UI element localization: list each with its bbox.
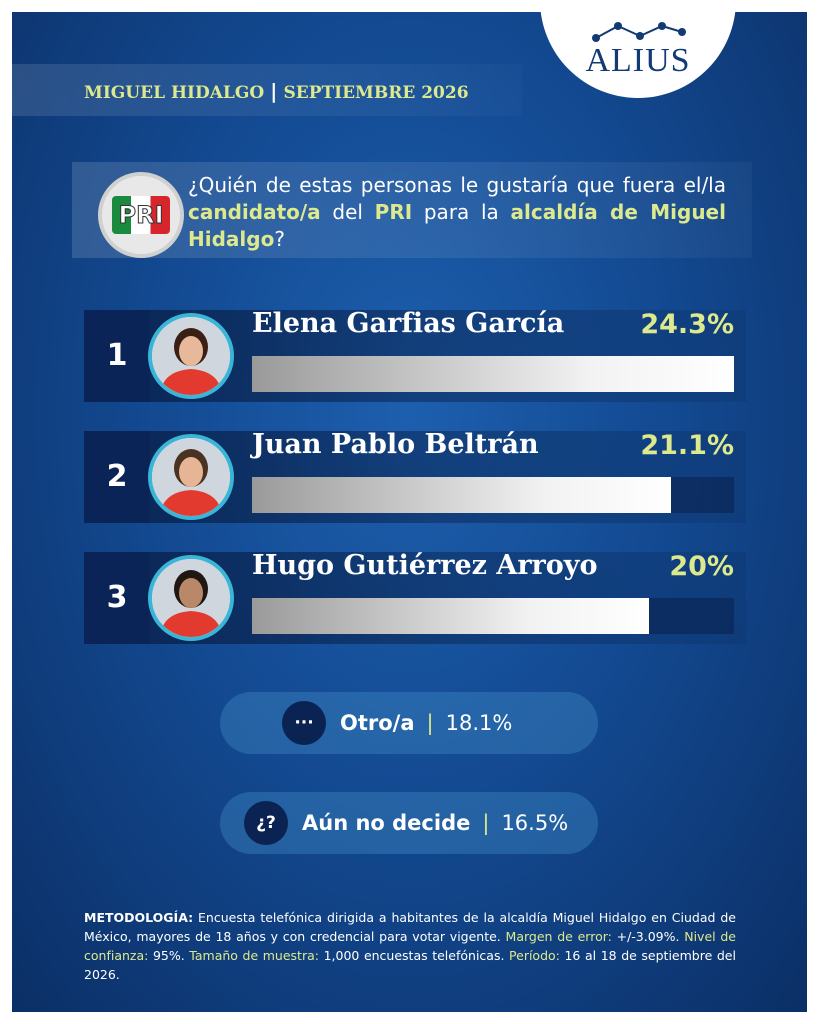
question-part: del: [320, 200, 375, 224]
rank: 1: [84, 310, 150, 402]
avatar: [148, 313, 234, 399]
candidate-name: Elena Garfias García: [252, 308, 565, 339]
option-percent: 16.5%: [501, 811, 569, 835]
avatar: [148, 434, 234, 520]
candidate-name: Juan Pablo Beltrán: [252, 429, 539, 460]
methodology-part: Margen de error:: [505, 929, 612, 944]
header-place: MIGUEL HIDALGO: [84, 83, 265, 103]
rank: 3: [84, 552, 150, 644]
avatar-figure: [152, 438, 230, 516]
option-percent: 18.1%: [445, 711, 513, 735]
rank: 2: [84, 431, 150, 523]
question-box: [72, 162, 752, 258]
party-logo-text: PRI: [112, 196, 170, 234]
question-part: candidato/a: [188, 200, 321, 224]
methodology: METODOLOGÍA: Encuesta telefónica dirigid…: [84, 908, 736, 984]
option-icon: ···: [282, 701, 326, 745]
methodology-part: 1,000 encuestas telefónicas.: [318, 948, 510, 963]
separator: |: [426, 711, 434, 735]
methodology-part: 16 al 18 de septiembre del 2026.: [84, 948, 736, 982]
question-part: PRI: [374, 200, 413, 224]
avatar-figure: [152, 317, 230, 395]
methodology-part: +/-3.09%.: [611, 929, 685, 944]
avatar-figure: [152, 559, 230, 637]
question: ¿Quién de estas personas le gustaría que…: [188, 172, 726, 253]
separator: |: [482, 811, 490, 835]
option-text: Otro/a | 18.1%: [340, 692, 512, 754]
bar: [252, 598, 649, 634]
candidate-percent: 24.3%: [640, 309, 734, 340]
question-part: alcaldía de Miguel Hidalgo: [188, 200, 726, 251]
option-text: Aún no decide | 16.5%: [302, 792, 568, 854]
methodology-part: 95%.: [148, 948, 190, 963]
candidate-percent: 20%: [669, 551, 734, 582]
option-label: Otro/a: [340, 711, 415, 735]
candidate-name: Hugo Gutiérrez Arroyo: [252, 550, 598, 581]
methodology-part: Encuesta telefónica dirigida a habitante…: [84, 910, 736, 944]
methodology-part: Nivel de confianza:: [84, 929, 736, 963]
card: ALIUS MIGUEL HIDALGO | SEPTIEMBRE 2026 PRI…: [12, 12, 807, 1012]
methodology-part: METODOLOGÍA:: [84, 910, 194, 925]
option-label: Aún no decide: [302, 811, 471, 835]
bar: [252, 477, 671, 513]
option-pill: ··· Otro/a | 18.1%: [220, 692, 598, 754]
party-logo: PRI: [98, 172, 184, 258]
candidate-percent: 21.1%: [640, 430, 734, 461]
logo-badge: ALIUS: [540, 12, 736, 98]
question-part: para la: [412, 200, 511, 224]
question-part: ¿Quién de estas personas le gustaría que…: [188, 173, 726, 197]
bar: [252, 356, 734, 392]
question-part: ?: [274, 227, 285, 251]
option-pill: ¿? Aún no decide | 16.5%: [220, 792, 598, 854]
option-icon: ¿?: [244, 801, 288, 845]
header: MIGUEL HIDALGO | SEPTIEMBRE 2026: [12, 64, 522, 116]
methodology-part: Tamaño de muestra:: [189, 948, 319, 963]
avatar: [148, 555, 234, 641]
header-date: SEPTIEMBRE 2026: [283, 83, 469, 103]
methodology-part: Período:: [509, 948, 560, 963]
logo-icon: [592, 22, 686, 42]
logo-text: ALIUS: [585, 42, 691, 79]
